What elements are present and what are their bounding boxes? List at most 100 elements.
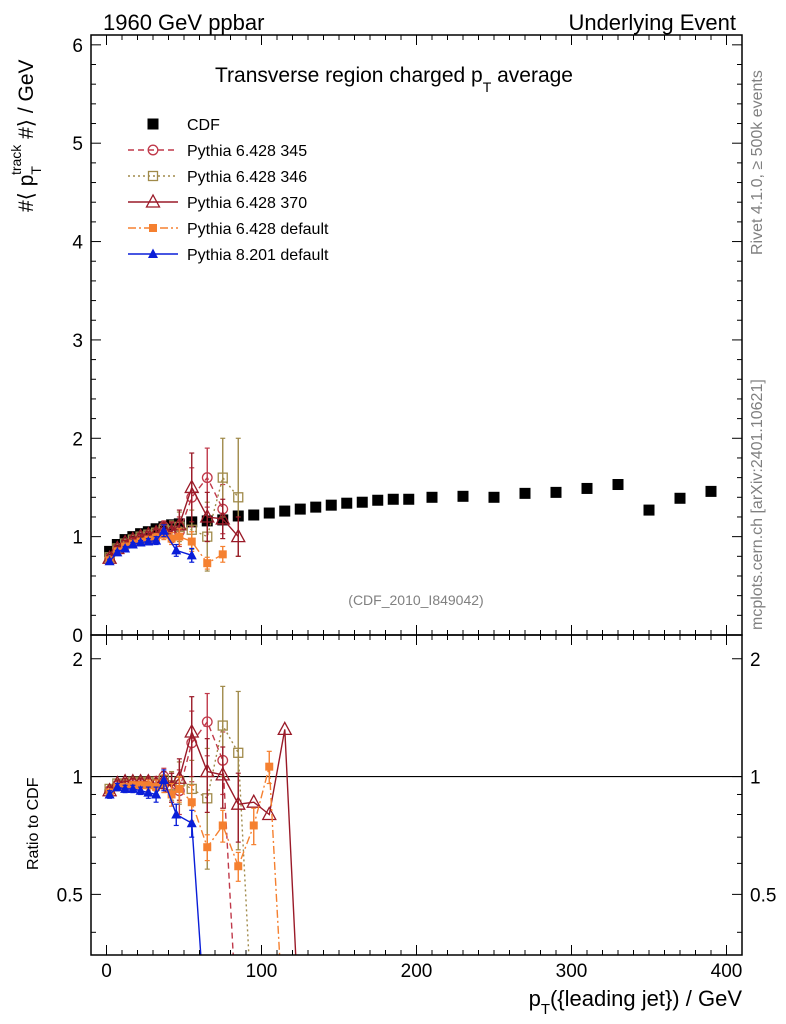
main-point-p8def — [151, 535, 162, 545]
main-point-CDF — [705, 485, 717, 497]
rivet-label: Rivet 4.1.0, ≥ 500k events — [749, 70, 766, 255]
legend-item-CDF: CDF — [147, 117, 220, 134]
analysis-watermark: (CDF_2010_I849042) — [348, 592, 483, 608]
main-point-CDF — [403, 493, 415, 505]
main-series-p8def — [104, 524, 197, 566]
y-tick-label: 5 — [72, 134, 83, 155]
legend-item-p345: Pythia 6.428 345 — [128, 143, 307, 160]
main-point-p370 — [184, 479, 200, 494]
ratio-point-p346 — [217, 720, 228, 731]
ratio-point-p6def — [249, 821, 258, 830]
ratio-point-p8def — [127, 783, 138, 793]
main-point-CDF — [310, 501, 322, 513]
mcplots-label: mcplots.cern.ch [arXiv:2401.10621] — [749, 379, 766, 630]
main-point-CDF — [341, 497, 353, 509]
ratio-y-tick-label: 0.5 — [57, 885, 83, 906]
legend: CDF Pythia 6.428 345 Pythia 6.428 346 Pythi… — [128, 117, 329, 264]
main-point-CDF — [581, 482, 593, 494]
legend-label: CDF — [187, 117, 220, 134]
main-point-CDF — [519, 487, 531, 499]
legend-item-p8def: Pythia 8.201 default — [128, 247, 329, 264]
y-tick-label: 2 — [72, 429, 83, 450]
ratio-series-p8def — [104, 769, 202, 955]
ratio-point-p370 — [246, 793, 262, 808]
main-point-CDF — [356, 496, 368, 508]
ratio-point-p346 — [233, 747, 244, 758]
x-tick-label: 0 — [101, 961, 112, 982]
ratio-y-tick-label-right: 1 — [750, 768, 761, 789]
legend-label: Pythia 8.201 default — [187, 247, 329, 264]
x-tick-label: 100 — [246, 961, 278, 982]
ratio-point-p8def — [171, 808, 182, 819]
ratio-point-p370 — [199, 763, 215, 778]
main-point-p370 — [230, 528, 246, 543]
ratio-point-p8def — [158, 774, 169, 784]
main-point-CDF — [325, 499, 337, 511]
legend-marker — [147, 170, 159, 182]
main-point-CDF — [643, 504, 655, 516]
main-point-p6def — [218, 550, 227, 559]
ratio-point-p8def — [186, 817, 197, 828]
ratio-ylabel: Ratio to CDF — [25, 777, 42, 870]
ratio-point-p8def — [104, 788, 115, 799]
ratio-point-p370 — [184, 723, 200, 738]
main-point-CDF — [426, 491, 438, 503]
ratio-point-p6def — [234, 862, 243, 871]
ratio-point-p345 — [201, 716, 213, 728]
main-point-p6def — [203, 559, 212, 568]
main-point-p6def — [167, 534, 176, 543]
x-axis-label: pT({leading jet}) / GeV — [529, 986, 743, 1018]
ratio-plot-area — [91, 685, 742, 955]
legend-label: Pythia 6.428 345 — [187, 143, 307, 160]
chart-title: Transverse region charged pT average — [215, 64, 573, 95]
main-point-p370 — [199, 508, 215, 523]
legend-marker — [147, 144, 159, 156]
ratio-point-p6def — [187, 798, 196, 807]
legend-marker — [148, 248, 158, 258]
y-tick-label: 6 — [72, 36, 83, 57]
legend-item-p370: Pythia 6.428 370 — [128, 193, 307, 212]
axes: 0 100 200 300 400 0 1 2 3 4 5 6 0.5 0.5 1 1 2 2 — [57, 34, 776, 982]
main-point-p8def — [127, 539, 138, 549]
y-tick-label: 0 — [72, 626, 83, 647]
main-point-CDF — [550, 486, 562, 498]
main-point-p8def — [171, 544, 182, 555]
legend-label: Pythia 6.428 default — [187, 221, 329, 238]
x-tick-label: 200 — [401, 961, 433, 982]
ratio-point-p6def — [175, 784, 184, 793]
ratio-y-tick-label: 1 — [72, 768, 83, 789]
main-point-p346 — [233, 492, 244, 503]
y-tick-label: 4 — [72, 233, 83, 254]
main-point-p370 — [215, 510, 231, 525]
ratio-point-p370 — [230, 795, 246, 810]
ratio-point-p6def — [265, 762, 274, 771]
main-point-p8def — [143, 536, 154, 546]
main-point-p8def — [135, 537, 146, 547]
ratio-frame — [90, 634, 743, 956]
main-point-CDF — [263, 507, 275, 519]
ratio-point-p8def — [151, 788, 162, 799]
ratio-point-p6def — [218, 821, 227, 830]
main-point-CDF — [674, 492, 686, 504]
main-plot-area — [102, 437, 717, 572]
main-point-CDF — [387, 493, 399, 505]
header-right: Underlying Event — [568, 10, 736, 35]
main-line-p346 — [109, 476, 239, 558]
legend-label: Pythia 6.428 370 — [187, 195, 307, 212]
y-tick-label: 3 — [72, 331, 83, 352]
main-point-CDF — [488, 491, 500, 503]
main-ylabel: #⟨ pTtrack #⟩ / GeV — [8, 59, 44, 212]
ratio-point-p370 — [215, 766, 231, 781]
ratio-point-p370 — [261, 806, 277, 821]
main-point-p345 — [201, 472, 213, 484]
x-tick-label: 400 — [711, 961, 743, 982]
ratio-y-tick-label-right: 0.5 — [750, 885, 776, 906]
main-point-p6def — [187, 537, 196, 546]
main-point-CDF — [457, 490, 469, 502]
legend-item-p346: Pythia 6.428 346 — [128, 169, 307, 186]
legend-label: Pythia 6.428 346 — [187, 169, 307, 186]
main-point-p346 — [217, 472, 228, 483]
ratio-point-p6def — [144, 781, 153, 790]
x-tick-label: 300 — [556, 961, 588, 982]
